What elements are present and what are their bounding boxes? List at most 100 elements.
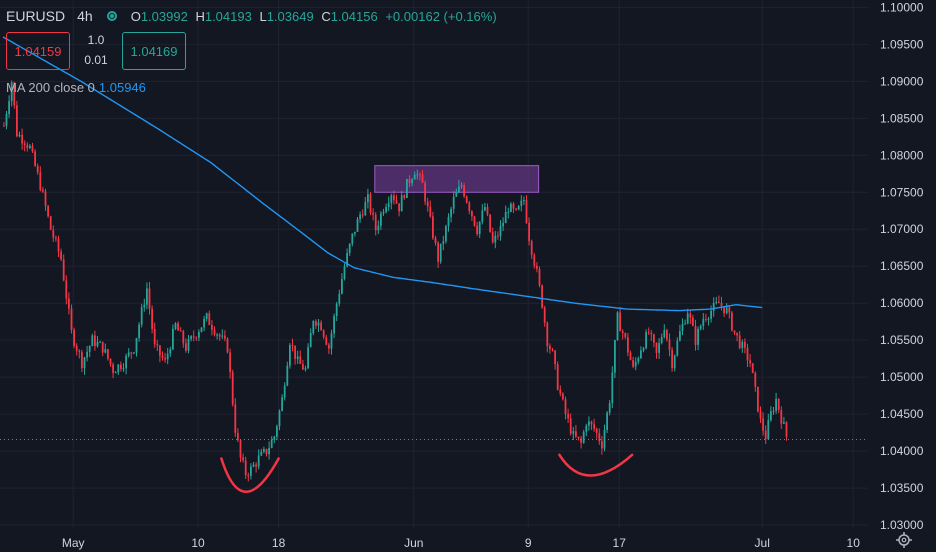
candle bbox=[447, 213, 450, 232]
y-tick-label: 1.10000 bbox=[880, 0, 924, 14]
lot-size-control[interactable]: 1.0 0.01 bbox=[74, 30, 118, 70]
candle bbox=[260, 448, 263, 457]
candle bbox=[177, 321, 179, 331]
candle bbox=[387, 196, 390, 212]
buy-button[interactable]: 1.04169 bbox=[122, 32, 186, 70]
candle bbox=[276, 424, 278, 441]
candle bbox=[354, 231, 356, 237]
time-axis[interactable]: May 10 18 Jun 9 17 Jul 10 bbox=[62, 536, 860, 550]
candle bbox=[8, 95, 10, 118]
candle bbox=[270, 436, 273, 449]
candle bbox=[221, 329, 224, 340]
candle bbox=[166, 347, 169, 365]
candle bbox=[226, 337, 229, 354]
lot-top-value: 1.0 bbox=[87, 33, 105, 47]
settings-gear-icon[interactable] bbox=[896, 532, 912, 548]
candle bbox=[702, 313, 705, 330]
candle bbox=[385, 203, 387, 214]
candle bbox=[770, 406, 772, 422]
x-tick-label: 10 bbox=[847, 536, 861, 550]
candle bbox=[707, 317, 710, 326]
candle bbox=[684, 319, 686, 325]
y-tick-label: 1.05000 bbox=[880, 370, 924, 384]
supply-zone[interactable] bbox=[374, 165, 540, 193]
candle bbox=[231, 369, 234, 407]
candle bbox=[541, 284, 543, 309]
candle bbox=[229, 348, 231, 379]
candle bbox=[663, 324, 666, 339]
candle bbox=[486, 203, 489, 217]
ma-indicator-legend[interactable]: MA 200 close 0 1.05946 bbox=[6, 80, 146, 95]
candle bbox=[746, 343, 749, 367]
candle bbox=[234, 398, 237, 438]
candle bbox=[237, 428, 239, 443]
candle bbox=[642, 346, 645, 353]
candle bbox=[736, 332, 738, 342]
candles bbox=[3, 80, 788, 482]
candle bbox=[182, 329, 185, 348]
candle bbox=[658, 338, 660, 359]
candle bbox=[460, 182, 463, 189]
candle bbox=[65, 275, 68, 305]
candle bbox=[403, 194, 406, 200]
ma-200-line[interactable] bbox=[2, 36, 763, 312]
sell-button[interactable]: 1.04159 bbox=[6, 32, 70, 70]
candle bbox=[148, 281, 151, 315]
candle bbox=[242, 453, 244, 463]
price-axis[interactable]: 1.10000 1.09500 1.09000 1.08500 1.08000 1.075… bbox=[868, 0, 936, 552]
candle bbox=[192, 330, 195, 342]
candle bbox=[286, 361, 289, 387]
candle bbox=[692, 314, 694, 327]
rounding-bottom-curve[interactable] bbox=[220, 457, 280, 493]
y-tick-label: 1.05500 bbox=[880, 333, 924, 347]
ma-name: MA 200 close 0 bbox=[6, 80, 95, 95]
candle bbox=[671, 347, 673, 372]
symbol-name[interactable]: EURUSD bbox=[6, 8, 66, 24]
candle bbox=[224, 330, 226, 342]
candle bbox=[81, 349, 83, 373]
y-tick-label: 1.04000 bbox=[880, 444, 924, 458]
candle bbox=[164, 352, 166, 363]
candle bbox=[190, 335, 192, 342]
candle bbox=[731, 311, 733, 332]
candle bbox=[647, 327, 650, 335]
candle bbox=[36, 163, 39, 175]
candle bbox=[608, 399, 611, 416]
candle bbox=[304, 365, 307, 372]
y-tick-label: 1.07000 bbox=[880, 222, 924, 236]
candle bbox=[679, 324, 681, 342]
y-tick-label: 1.08000 bbox=[880, 148, 924, 162]
candle bbox=[252, 462, 255, 468]
candle bbox=[138, 322, 140, 342]
candle bbox=[62, 254, 65, 282]
candle bbox=[710, 305, 712, 323]
candle bbox=[130, 351, 133, 359]
rounding-bottom-curve[interactable] bbox=[558, 453, 634, 477]
candle bbox=[458, 179, 460, 194]
candle bbox=[174, 322, 177, 331]
candle bbox=[715, 296, 718, 305]
candle bbox=[515, 207, 517, 211]
x-tick-label: 17 bbox=[613, 536, 627, 550]
candle bbox=[429, 200, 432, 218]
close-label: C bbox=[321, 8, 331, 24]
candle bbox=[398, 203, 400, 217]
candle bbox=[393, 190, 395, 205]
candle bbox=[348, 243, 351, 257]
candle bbox=[465, 195, 468, 204]
candle bbox=[733, 330, 736, 335]
candle bbox=[57, 235, 60, 258]
candle bbox=[13, 81, 16, 109]
candle bbox=[580, 435, 582, 449]
lot-size-value[interactable]: 0.01 bbox=[84, 53, 108, 67]
candle bbox=[299, 350, 302, 365]
candle bbox=[590, 420, 593, 430]
candle bbox=[744, 338, 746, 354]
candle bbox=[356, 217, 359, 232]
candle bbox=[484, 202, 486, 212]
candle bbox=[265, 448, 268, 457]
candle bbox=[512, 201, 515, 214]
timeframe[interactable]: 4h bbox=[77, 8, 93, 24]
candle bbox=[325, 334, 328, 346]
